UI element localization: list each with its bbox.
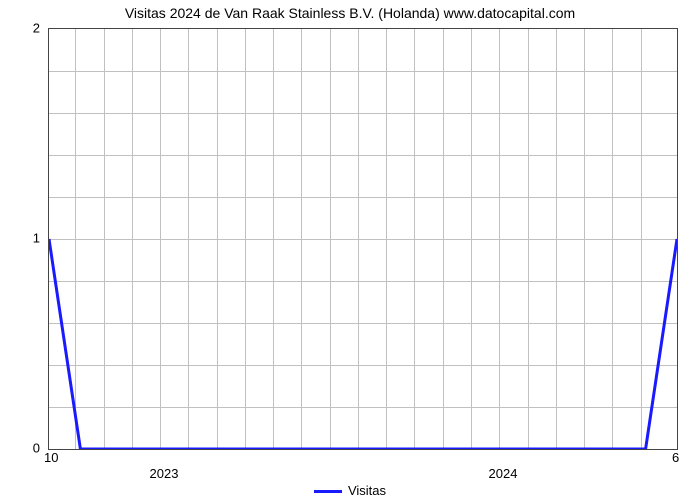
x-major-2024: 2024: [489, 466, 518, 481]
visits-polyline: [49, 239, 677, 449]
under-left-label: 10: [44, 450, 58, 465]
legend: Visitas: [0, 483, 700, 498]
legend-label: Visitas: [348, 483, 386, 498]
plot-area: [48, 28, 678, 450]
y-tick-0: 0: [10, 441, 40, 456]
x-major-2023: 2023: [150, 466, 179, 481]
y-tick-1: 1: [10, 231, 40, 246]
visits-chart: Visitas 2024 de Van Raak Stainless B.V. …: [0, 0, 700, 500]
under-right-label: 6: [672, 450, 679, 465]
y-tick-2: 2: [10, 21, 40, 36]
chart-title: Visitas 2024 de Van Raak Stainless B.V. …: [0, 5, 700, 21]
legend-swatch: [314, 490, 342, 493]
series-line: [49, 29, 677, 449]
